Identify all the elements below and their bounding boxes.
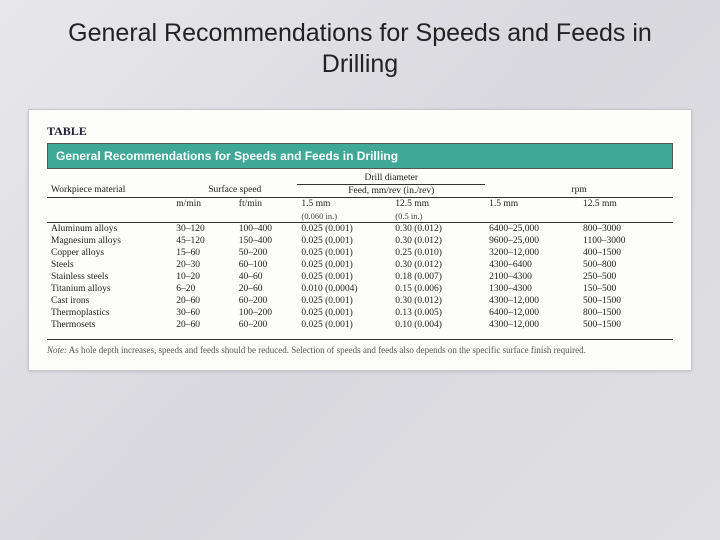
cell-material: Titanium alloys	[47, 283, 172, 295]
cell-ft_min: 20–60	[235, 283, 298, 295]
col-material: Workpiece material	[47, 184, 172, 197]
cell-m_min: 20–60	[172, 319, 235, 331]
cell-r1: 2100–4300	[485, 271, 579, 283]
col-feed-large-in: (0.5 in.)	[391, 210, 485, 223]
table-label: TABLE	[47, 124, 673, 139]
col-feed: Feed, mm/rev (in./rev)	[297, 184, 485, 197]
col-feed-large: 12.5 mm	[391, 197, 485, 210]
cell-r2: 250–500	[579, 271, 673, 283]
table-row: Steels20–3060–1000.025 (0.001)0.30 (0.01…	[47, 259, 673, 271]
cell-ft_min: 150–400	[235, 235, 298, 247]
table-row: Magnesium alloys45–120150–4000.025 (0.00…	[47, 235, 673, 247]
cell-f1: 0.025 (0.001)	[297, 307, 391, 319]
cell-ft_min: 100–400	[235, 222, 298, 235]
cell-r1: 4300–12,000	[485, 295, 579, 307]
speeds-feeds-table: Drill diameter Workpiece material Surfac…	[47, 172, 673, 331]
cell-material: Magnesium alloys	[47, 235, 172, 247]
col-feed-small-in: (0.060 in.)	[297, 210, 391, 223]
col-drill-diameter: Drill diameter	[297, 172, 485, 185]
cell-ft_min: 50–200	[235, 247, 298, 259]
cell-m_min: 30–120	[172, 222, 235, 235]
col-m-min: m/min	[172, 197, 235, 210]
cell-f2: 0.18 (0.007)	[391, 271, 485, 283]
cell-f2: 0.30 (0.012)	[391, 235, 485, 247]
note-label: Note:	[47, 345, 67, 355]
table-row: Stainless steels10–2040–600.025 (0.001)0…	[47, 271, 673, 283]
cell-r2: 800–1500	[579, 307, 673, 319]
table-row: Cast irons20–6060–2000.025 (0.001)0.30 (…	[47, 295, 673, 307]
cell-r2: 400–1500	[579, 247, 673, 259]
cell-material: Copper alloys	[47, 247, 172, 259]
cell-m_min: 30–60	[172, 307, 235, 319]
cell-r2: 500–800	[579, 259, 673, 271]
cell-ft_min: 60–100	[235, 259, 298, 271]
table-row: Thermosets20–6060–2000.025 (0.001)0.10 (…	[47, 319, 673, 331]
cell-material: Thermosets	[47, 319, 172, 331]
cell-f1: 0.025 (0.001)	[297, 222, 391, 235]
note-text: As hole depth increases, speeds and feed…	[69, 345, 586, 355]
cell-r2: 500–1500	[579, 295, 673, 307]
cell-material: Cast irons	[47, 295, 172, 307]
cell-m_min: 20–60	[172, 295, 235, 307]
cell-ft_min: 100–200	[235, 307, 298, 319]
cell-r1: 4300–6400	[485, 259, 579, 271]
table-panel: TABLE General Recommendations for Speeds…	[28, 109, 692, 371]
cell-m_min: 10–20	[172, 271, 235, 283]
cell-f1: 0.025 (0.001)	[297, 295, 391, 307]
cell-material: Aluminum alloys	[47, 222, 172, 235]
table-row: Thermoplastics30–60100–2000.025 (0.001)0…	[47, 307, 673, 319]
page-title: General Recommendations for Speeds and F…	[0, 0, 720, 91]
cell-m_min: 6–20	[172, 283, 235, 295]
cell-r1: 4300–12,000	[485, 319, 579, 331]
cell-r2: 500–1500	[579, 319, 673, 331]
col-rpm-small: 1.5 mm	[485, 197, 579, 210]
cell-f2: 0.30 (0.012)	[391, 259, 485, 271]
cell-r2: 800–3000	[579, 222, 673, 235]
cell-f2: 0.25 (0.010)	[391, 247, 485, 259]
cell-r2: 1100–3000	[579, 235, 673, 247]
cell-r1: 3200–12,000	[485, 247, 579, 259]
col-feed-small: 1.5 mm	[297, 197, 391, 210]
cell-f1: 0.025 (0.001)	[297, 271, 391, 283]
cell-f2: 0.15 (0.006)	[391, 283, 485, 295]
cell-r1: 9600–25,000	[485, 235, 579, 247]
col-ft-min: ft/min	[235, 197, 298, 210]
table-caption-band: General Recommendations for Speeds and F…	[47, 143, 673, 169]
col-rpm-large: 12.5 mm	[579, 197, 673, 210]
cell-f2: 0.10 (0.004)	[391, 319, 485, 331]
cell-ft_min: 60–200	[235, 295, 298, 307]
cell-material: Stainless steels	[47, 271, 172, 283]
cell-f2: 0.13 (0.005)	[391, 307, 485, 319]
cell-f1: 0.025 (0.001)	[297, 247, 391, 259]
cell-r1: 1300–4300	[485, 283, 579, 295]
cell-m_min: 15–60	[172, 247, 235, 259]
cell-f1: 0.025 (0.001)	[297, 259, 391, 271]
cell-ft_min: 40–60	[235, 271, 298, 283]
cell-material: Steels	[47, 259, 172, 271]
cell-m_min: 20–30	[172, 259, 235, 271]
cell-f1: 0.025 (0.001)	[297, 235, 391, 247]
table-row: Titanium alloys6–2020–600.010 (0.0004)0.…	[47, 283, 673, 295]
cell-f1: 0.025 (0.001)	[297, 319, 391, 331]
cell-material: Thermoplastics	[47, 307, 172, 319]
table-note: Note: As hole depth increases, speeds an…	[47, 339, 673, 356]
cell-f2: 0.30 (0.012)	[391, 222, 485, 235]
cell-r1: 6400–25,000	[485, 222, 579, 235]
table-row: Aluminum alloys30–120100–4000.025 (0.001…	[47, 222, 673, 235]
cell-r2: 150–500	[579, 283, 673, 295]
table-row: Copper alloys15–6050–2000.025 (0.001)0.2…	[47, 247, 673, 259]
col-rpm: rpm	[485, 184, 673, 197]
col-surface-speed: Surface speed	[172, 184, 297, 197]
cell-ft_min: 60–200	[235, 319, 298, 331]
cell-f2: 0.30 (0.012)	[391, 295, 485, 307]
cell-f1: 0.010 (0.0004)	[297, 283, 391, 295]
cell-r1: 6400–12,000	[485, 307, 579, 319]
cell-m_min: 45–120	[172, 235, 235, 247]
